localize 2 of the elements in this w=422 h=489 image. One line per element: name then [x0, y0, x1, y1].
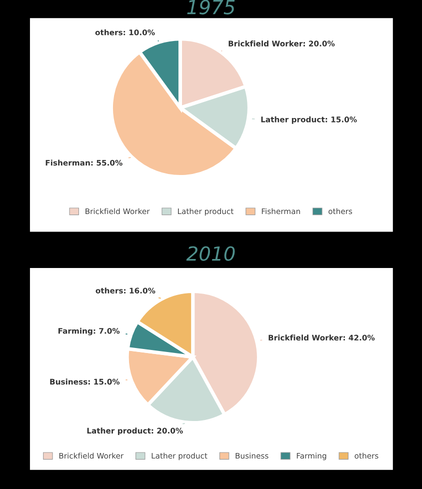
chart-title: 2010 [186, 246, 235, 261]
chart-title: 1975 [187, 0, 235, 14]
